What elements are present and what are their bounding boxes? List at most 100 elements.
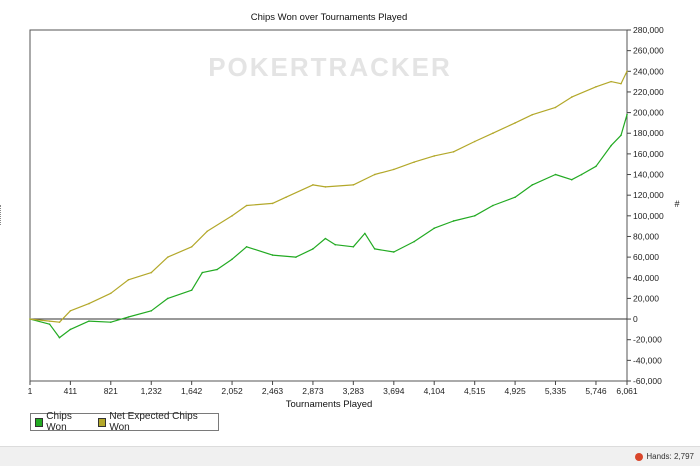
y-tick-label: -20,000 (633, 335, 662, 345)
y-tick-label: 140,000 (633, 170, 664, 180)
series-point (452, 151, 455, 153)
chart-title: Chips Won over Tournaments Played (251, 12, 407, 23)
series-point (48, 320, 51, 322)
y-tick-label: 60,000 (633, 252, 659, 262)
series-point (433, 155, 436, 157)
x-tick-label: 2,463 (262, 386, 284, 396)
series-point (245, 245, 248, 248)
series-point (433, 227, 436, 230)
series-point (570, 96, 573, 98)
legend-label-net-expected: Net Expected Chips Won (109, 411, 198, 433)
series-point (58, 321, 61, 323)
series-point (393, 168, 395, 171)
x-tick-label: 4,925 (504, 386, 526, 396)
series-point (150, 310, 153, 312)
y-tick-label: 160,000 (633, 149, 664, 159)
x-tick-label: 5,335 (545, 386, 567, 396)
legend-item-chips-won: Chips Won (35, 411, 90, 433)
series-point (413, 161, 415, 163)
series-point (554, 106, 557, 109)
x-tick-label: 1,642 (181, 386, 203, 396)
chart-svg: POKERTRACKER Chips Won over Tournaments … (28, 12, 680, 410)
resize-grip[interactable] (0, 205, 3, 225)
series-point (109, 321, 112, 323)
series-point (595, 85, 597, 88)
y-axis: 280,000 260,000 240,000 220,000 200,000 180,0… (627, 25, 664, 386)
y-tick-label: -60,000 (633, 376, 662, 386)
poker-chip-icon (635, 452, 644, 461)
y-tick-label: 280,000 (633, 25, 664, 35)
series-point (48, 323, 51, 326)
series-point (271, 254, 274, 256)
x-tick-label: 411 (64, 386, 78, 396)
series-point (531, 113, 534, 116)
series-point (127, 316, 130, 318)
series-point (190, 289, 193, 291)
series-point (206, 230, 209, 233)
series-point (364, 232, 366, 235)
x-tick-label: 2,052 (221, 386, 243, 396)
series-point (514, 196, 516, 199)
series-point (531, 184, 534, 186)
y-tick-label: 100,000 (633, 211, 664, 221)
y-tick-label: 220,000 (633, 87, 664, 97)
legend-label-chips-won: Chips Won (46, 411, 72, 433)
series-point (610, 144, 612, 147)
chart-legend: Chips Won Net Expected Chips Won (30, 411, 219, 433)
series-point (393, 251, 395, 253)
y-tick-label: 180,000 (633, 128, 664, 138)
series-point (620, 82, 622, 85)
legend-swatch-net-expected (98, 417, 107, 427)
x-tick-label: 3,694 (383, 386, 405, 396)
y-tick-label: -40,000 (633, 355, 662, 365)
series-point (245, 204, 248, 207)
series-point (413, 240, 415, 243)
series-point (492, 204, 494, 207)
status-bar: Hands: 2,797 (0, 446, 700, 466)
series-point (620, 134, 622, 137)
series-point (352, 245, 355, 248)
x-tick-label: 1,232 (141, 386, 163, 396)
series-point (312, 248, 314, 250)
series-point (58, 336, 61, 339)
x-tick-label: 4,515 (464, 386, 486, 396)
series-point (334, 243, 337, 246)
series-point (231, 215, 233, 217)
series-layer (29, 70, 628, 339)
legend-swatch-chips-won (35, 417, 44, 427)
y-tick-label: 200,000 (633, 108, 664, 118)
chart-watermark: POKERTRACKER (208, 52, 452, 82)
series-point (271, 202, 274, 205)
y-tick-label: 40,000 (633, 273, 659, 283)
series-point (626, 70, 628, 73)
series-point (626, 113, 628, 116)
series-point (150, 271, 153, 274)
series-point (167, 256, 169, 258)
y-axis-label: # (674, 199, 679, 209)
series-point (167, 297, 169, 300)
series-point (570, 178, 573, 181)
series-point (352, 184, 355, 186)
x-tick-label: 2,873 (302, 386, 324, 396)
series-point (88, 302, 90, 305)
y-tick-label: 80,000 (633, 231, 659, 241)
series-point (29, 318, 31, 320)
series-point (216, 268, 218, 271)
x-tick-label: 6,061 (616, 386, 638, 396)
series-point (452, 220, 455, 222)
series-line-chips-won (29, 114, 628, 339)
x-axis-label: Tournaments Played (286, 399, 373, 410)
series-point (201, 271, 204, 274)
series-point (127, 279, 130, 281)
x-tick-label: 1 (28, 386, 33, 396)
x-tick-label: 821 (104, 386, 118, 396)
series-point (373, 173, 376, 176)
x-axis: 1 411 821 1,232 1,642 2,052 2,463 2,873 3,283 3,6… (28, 381, 638, 396)
series-point (473, 140, 476, 143)
series-point (324, 186, 327, 188)
series-point (295, 256, 297, 258)
series-point (514, 122, 516, 124)
y-tick-label: 20,000 (633, 293, 659, 303)
series-point (88, 320, 90, 322)
series-point (69, 310, 72, 312)
